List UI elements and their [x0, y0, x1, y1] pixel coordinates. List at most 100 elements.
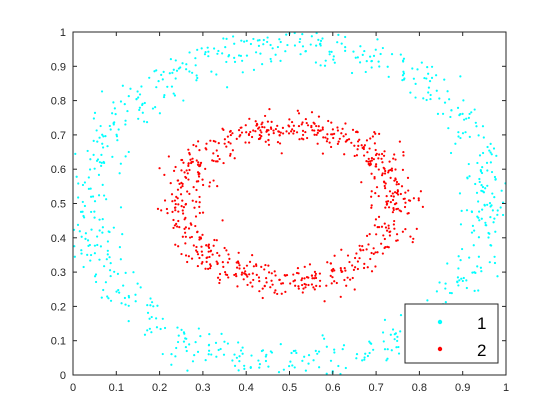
series-2-point [195, 180, 198, 183]
series-2-point [304, 117, 307, 121]
series-1-point [462, 276, 465, 280]
legend-box [404, 303, 499, 364]
series-1-point [195, 79, 198, 82]
series-2-point [200, 245, 203, 248]
series-1-point [226, 86, 229, 89]
series-2-point [415, 227, 418, 230]
series-2-point [226, 135, 229, 138]
series-2-point [346, 138, 349, 142]
series-2-point [190, 257, 194, 260]
series-2-point [186, 190, 189, 193]
series-1-point [184, 345, 187, 349]
series-2-point [198, 256, 201, 260]
series-1-point [170, 363, 173, 366]
series-2-point [278, 134, 281, 137]
series-1-point [471, 224, 475, 227]
series-2-point [224, 270, 227, 274]
series-2-point [362, 147, 365, 151]
series-1-point [317, 38, 320, 41]
series-1-point [96, 235, 99, 238]
series-1-point [89, 195, 93, 198]
series-2-point [270, 272, 273, 275]
series-1-point [227, 54, 231, 57]
series-1-point [102, 194, 106, 197]
series-1-point [489, 142, 492, 145]
series-1-point [387, 75, 390, 78]
series-1-point [99, 124, 102, 128]
series-2-point [315, 284, 318, 287]
series-2-point [205, 244, 208, 247]
series-1-point [262, 38, 265, 42]
series-2-point [197, 171, 200, 175]
series-2-point [301, 121, 304, 124]
series-2-point [248, 260, 252, 264]
series-1-point [484, 187, 487, 190]
series-1-point [163, 326, 167, 330]
series-1-point [472, 244, 475, 247]
series-1-point [176, 326, 179, 329]
series-2-point [274, 289, 277, 292]
series-1-point [321, 37, 324, 40]
series-1-point [119, 100, 123, 103]
series-1-point [483, 203, 486, 206]
series-1-point [213, 47, 216, 50]
series-1-point [207, 353, 210, 356]
series-1-point [238, 355, 241, 358]
series-2-point [366, 266, 369, 269]
series-2-point [269, 126, 273, 129]
series-1-point [325, 345, 328, 348]
series-1-point [457, 131, 460, 134]
series-1-point [220, 332, 223, 335]
series-2-point [216, 185, 219, 188]
series-1-point [191, 360, 195, 363]
series-1-point [195, 74, 198, 77]
series-1-point [98, 229, 101, 232]
series-1-point [89, 158, 92, 161]
series-1-point [90, 210, 93, 214]
series-1-point [146, 329, 149, 332]
series-1-point [489, 244, 492, 247]
series-2-point [198, 149, 201, 152]
series-1-point [231, 359, 234, 362]
series-1-point [100, 296, 103, 299]
series-1-point [382, 340, 385, 343]
series-1-point [93, 210, 96, 213]
series-1-point [443, 101, 447, 104]
series-2-point [244, 270, 247, 273]
series-2-point [207, 267, 210, 270]
series-2-point [331, 128, 334, 131]
series-2-point [288, 125, 291, 128]
x-tick-label: 0.1 [109, 382, 124, 394]
series-1-point [115, 290, 118, 293]
series-2-point [372, 247, 375, 250]
series-2-point [196, 250, 199, 254]
series-2-point [358, 257, 361, 260]
series-2-point [373, 142, 376, 145]
series-2-point [387, 200, 390, 203]
series-1-point [137, 96, 140, 99]
series-2-point [214, 160, 218, 163]
series-1-point [337, 364, 340, 368]
series-1-point [428, 80, 432, 83]
series-2-point [351, 128, 355, 131]
series-1-point [307, 362, 310, 365]
series-1-point [461, 279, 464, 283]
series-2-point [400, 185, 404, 188]
series-2-point [381, 172, 384, 175]
series-2-point [407, 189, 410, 192]
series-1-point [225, 60, 228, 64]
series-2-point [412, 237, 415, 240]
series-2-point [365, 139, 369, 142]
series-1-point [200, 47, 203, 50]
series-1-point [124, 119, 127, 122]
series-2-point [303, 277, 306, 280]
series-1-point [271, 47, 274, 50]
series-1-point [81, 210, 84, 213]
series-1-point [368, 340, 371, 343]
series-1-point [383, 318, 387, 321]
series-1-point [477, 134, 480, 137]
series-2-point [391, 211, 394, 214]
series-2-point [158, 167, 161, 170]
series-1-point [364, 70, 367, 74]
